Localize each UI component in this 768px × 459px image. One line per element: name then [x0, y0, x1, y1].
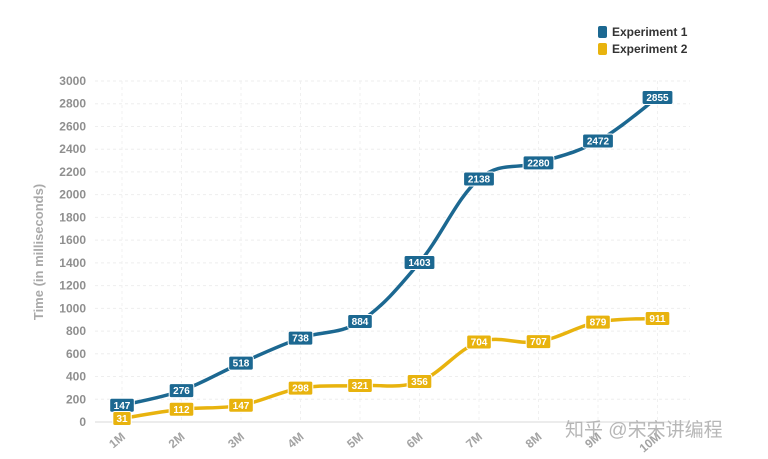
y-tick-label: 1000	[59, 301, 86, 315]
y-axis-label: Time (in milliseconds)	[31, 184, 46, 320]
data-label-bg	[463, 171, 495, 187]
y-tick-label: 1200	[59, 279, 86, 293]
x-tick-label: 1M	[106, 430, 128, 451]
y-tick-label: 1800	[59, 210, 86, 224]
data-label-bg	[582, 133, 614, 149]
series-line-2	[120, 316, 660, 421]
y-axis-ticks: 0 200 400 600 800 1000 1200 1400 1600 1800 2000 220…	[59, 74, 86, 429]
x-tick-label: 2M	[166, 430, 188, 451]
data-label: 147	[114, 401, 131, 412]
series-lines	[120, 95, 660, 421]
legend-swatch	[598, 26, 607, 38]
data-label: 879	[590, 318, 607, 329]
data-label-bg	[522, 155, 555, 171]
data-label: 911	[649, 314, 666, 325]
y-tick-label: 2400	[59, 142, 86, 156]
data-label: 147	[233, 401, 250, 412]
data-label: 884	[352, 317, 369, 328]
legend-label: Experiment 2	[612, 42, 688, 56]
y-tick-label: 1600	[59, 233, 86, 247]
legend: Experiment 1 Experiment 2	[598, 25, 688, 56]
data-label-bg	[168, 383, 195, 399]
watermark: 知乎 @宋宋讲编程	[565, 419, 723, 441]
data-label: 112	[173, 405, 190, 416]
y-tick-label: 600	[66, 347, 86, 361]
data-label-bg	[641, 89, 674, 105]
data-label-bg	[347, 378, 373, 394]
y-tick-label: 1400	[59, 256, 86, 270]
data-label-bg	[466, 334, 492, 350]
y-tick-label: 3000	[59, 74, 86, 88]
data-label-bg	[112, 410, 132, 426]
x-tick-label: 8M	[523, 430, 545, 451]
y-tick-label: 200	[66, 392, 86, 406]
data-label-bg	[644, 310, 671, 326]
data-label-bg	[287, 330, 314, 346]
y-tick-label: 400	[66, 370, 86, 384]
data-label-bg	[403, 255, 436, 271]
data-labels: 147 276 518 738 884 1403 2138 2280 2472 2855 31 112…	[109, 89, 674, 426]
data-label: 1403	[408, 258, 431, 269]
data-label-bg	[228, 397, 254, 413]
x-tick-label: 7M	[463, 430, 485, 451]
data-label: 704	[471, 337, 488, 348]
data-label: 276	[173, 386, 190, 397]
x-tick-label: 3M	[225, 430, 247, 451]
y-tick-label: 2000	[59, 188, 86, 202]
x-tick-label: 5M	[344, 430, 366, 451]
data-label-bg	[228, 355, 254, 371]
data-label: 321	[352, 381, 369, 392]
data-label: 707	[530, 337, 547, 348]
y-tick-label: 0	[79, 415, 86, 429]
data-label-bg	[585, 314, 611, 330]
data-label: 2855	[646, 93, 669, 104]
data-label: 2280	[527, 158, 550, 169]
data-label-bg	[168, 401, 195, 417]
data-label-bg	[525, 334, 552, 350]
y-tick-label: 2800	[59, 97, 86, 111]
x-tick-label: 6M	[404, 430, 426, 451]
data-label-bg	[287, 380, 314, 396]
series-line-1	[120, 95, 660, 408]
y-tick-label: 2200	[59, 165, 86, 179]
data-label-bg	[347, 314, 373, 330]
x-tick-label: 4M	[285, 430, 307, 451]
y-tick-label: 800	[66, 324, 86, 338]
data-label: 31	[116, 414, 128, 425]
data-label: 2138	[468, 174, 491, 185]
legend-label: Experiment 1	[612, 25, 688, 39]
data-label: 2472	[587, 137, 610, 148]
data-label: 518	[233, 359, 250, 370]
data-label: 738	[292, 334, 309, 345]
legend-swatch	[598, 43, 607, 55]
y-tick-label: 2600	[59, 119, 86, 133]
data-label: 298	[292, 384, 309, 395]
grid	[95, 80, 690, 423]
data-label-bg	[406, 374, 433, 390]
data-label: 356	[411, 377, 428, 388]
